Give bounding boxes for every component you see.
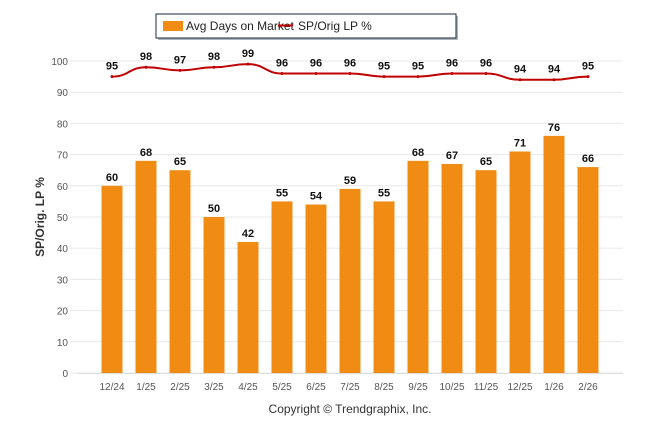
line-point — [416, 75, 420, 79]
line-point — [178, 68, 182, 72]
copyright-footer: Copyright © Trendgraphix, Inc. — [269, 402, 432, 416]
bar-data-label: 59 — [344, 175, 356, 187]
line-point — [552, 78, 556, 82]
bar-data-label: 71 — [514, 137, 526, 149]
bar-data-label: 54 — [310, 191, 323, 203]
line-point — [382, 75, 386, 79]
line-data-label: 98 — [140, 51, 152, 63]
line-point — [110, 75, 114, 79]
line-point — [348, 71, 352, 75]
line-data-label: 96 — [344, 57, 356, 69]
legend: Avg Days on Market SP/Orig LP % — [155, 13, 458, 40]
line-point — [484, 71, 488, 75]
x-tick-label: 11/25 — [474, 382, 499, 393]
bar-data-label: 65 — [174, 156, 186, 168]
line-point — [246, 62, 250, 66]
legend-label-bar: Avg Days on Market — [186, 19, 294, 33]
line-point — [212, 65, 216, 69]
legend-box — [155, 13, 457, 39]
y-tick-label: 10 — [57, 338, 69, 349]
x-tick-label: 8/25 — [374, 382, 394, 393]
x-tick-label: 1/25 — [136, 382, 156, 393]
x-tick-label: 6/25 — [306, 382, 326, 393]
bar-data-label: 76 — [548, 122, 560, 134]
bar-data-label: 55 — [378, 187, 390, 199]
y-tick-label: 100 — [51, 57, 68, 68]
x-tick-label: 12/24 — [99, 382, 124, 393]
line-data-label: 96 — [276, 57, 288, 69]
bar — [271, 201, 293, 373]
y-tick-label: 90 — [57, 88, 69, 99]
x-tick-label: 4/25 — [238, 382, 258, 393]
bar — [135, 160, 157, 373]
bar — [101, 185, 123, 373]
bar — [169, 170, 191, 373]
bar — [543, 135, 565, 373]
y-tick-label: 20 — [57, 307, 69, 318]
line-data-label: 98 — [208, 51, 220, 63]
bar — [373, 201, 395, 373]
bar — [475, 170, 497, 373]
y-tick-label: 40 — [57, 244, 69, 255]
bar — [203, 217, 225, 373]
x-tick-label: 5/25 — [272, 382, 292, 393]
legend-swatch-bar — [163, 21, 183, 31]
bar-data-label: 42 — [242, 228, 254, 240]
line-point — [586, 75, 590, 79]
y-axis-label: SP/Orig. LP % — [33, 177, 47, 257]
line-point — [280, 71, 284, 75]
bar-data-label: 68 — [412, 147, 424, 159]
line-point — [144, 65, 148, 69]
x-tick-label: 1/26 — [544, 382, 564, 393]
y-tick-label: 60 — [57, 182, 69, 193]
x-tick-label: 12/25 — [507, 382, 532, 393]
line-data-label: 99 — [242, 48, 254, 60]
bar — [441, 163, 463, 373]
line-data-label: 95 — [378, 61, 390, 73]
x-tick-label: 2/25 — [170, 382, 190, 393]
x-tick-label: 3/25 — [204, 382, 224, 393]
bar — [305, 204, 327, 373]
bar-data-label: 50 — [208, 203, 220, 215]
bar — [577, 167, 599, 373]
bar — [509, 151, 531, 373]
line-point — [450, 71, 454, 75]
bar — [237, 241, 259, 373]
line-data-label: 95 — [582, 61, 594, 73]
line-data-label: 95 — [412, 61, 424, 73]
legend-label-line: SP/Orig LP % — [298, 19, 372, 33]
bar — [407, 160, 429, 373]
x-tick-label: 2/26 — [578, 382, 598, 393]
line-point — [518, 78, 522, 82]
x-tick-label: 7/25 — [340, 382, 360, 393]
y-tick-label: 30 — [57, 275, 69, 286]
line-data-label: 94 — [514, 64, 527, 76]
bar-data-label: 65 — [480, 156, 492, 168]
x-tick-label: 9/25 — [408, 382, 428, 393]
x-tick-label: 10/25 — [439, 382, 464, 393]
bar-data-label: 67 — [446, 150, 458, 162]
y-tick-label: 80 — [57, 119, 69, 130]
y-tick-label: 0 — [62, 369, 68, 380]
line-data-label: 96 — [446, 57, 458, 69]
bar-data-label: 55 — [276, 187, 288, 199]
line-data-label: 95 — [106, 61, 118, 73]
line-point — [314, 71, 318, 75]
bar-data-label: 60 — [106, 172, 118, 184]
bar-data-label: 68 — [140, 147, 152, 159]
line-data-label: 94 — [548, 64, 561, 76]
y-tick-label: 50 — [57, 213, 69, 224]
line-data-label: 97 — [174, 54, 186, 66]
y-tick-label: 70 — [57, 151, 69, 162]
line-data-label: 96 — [310, 57, 322, 69]
bar — [339, 188, 361, 373]
line-data-label: 96 — [480, 57, 492, 69]
bar-data-label: 66 — [582, 153, 594, 165]
